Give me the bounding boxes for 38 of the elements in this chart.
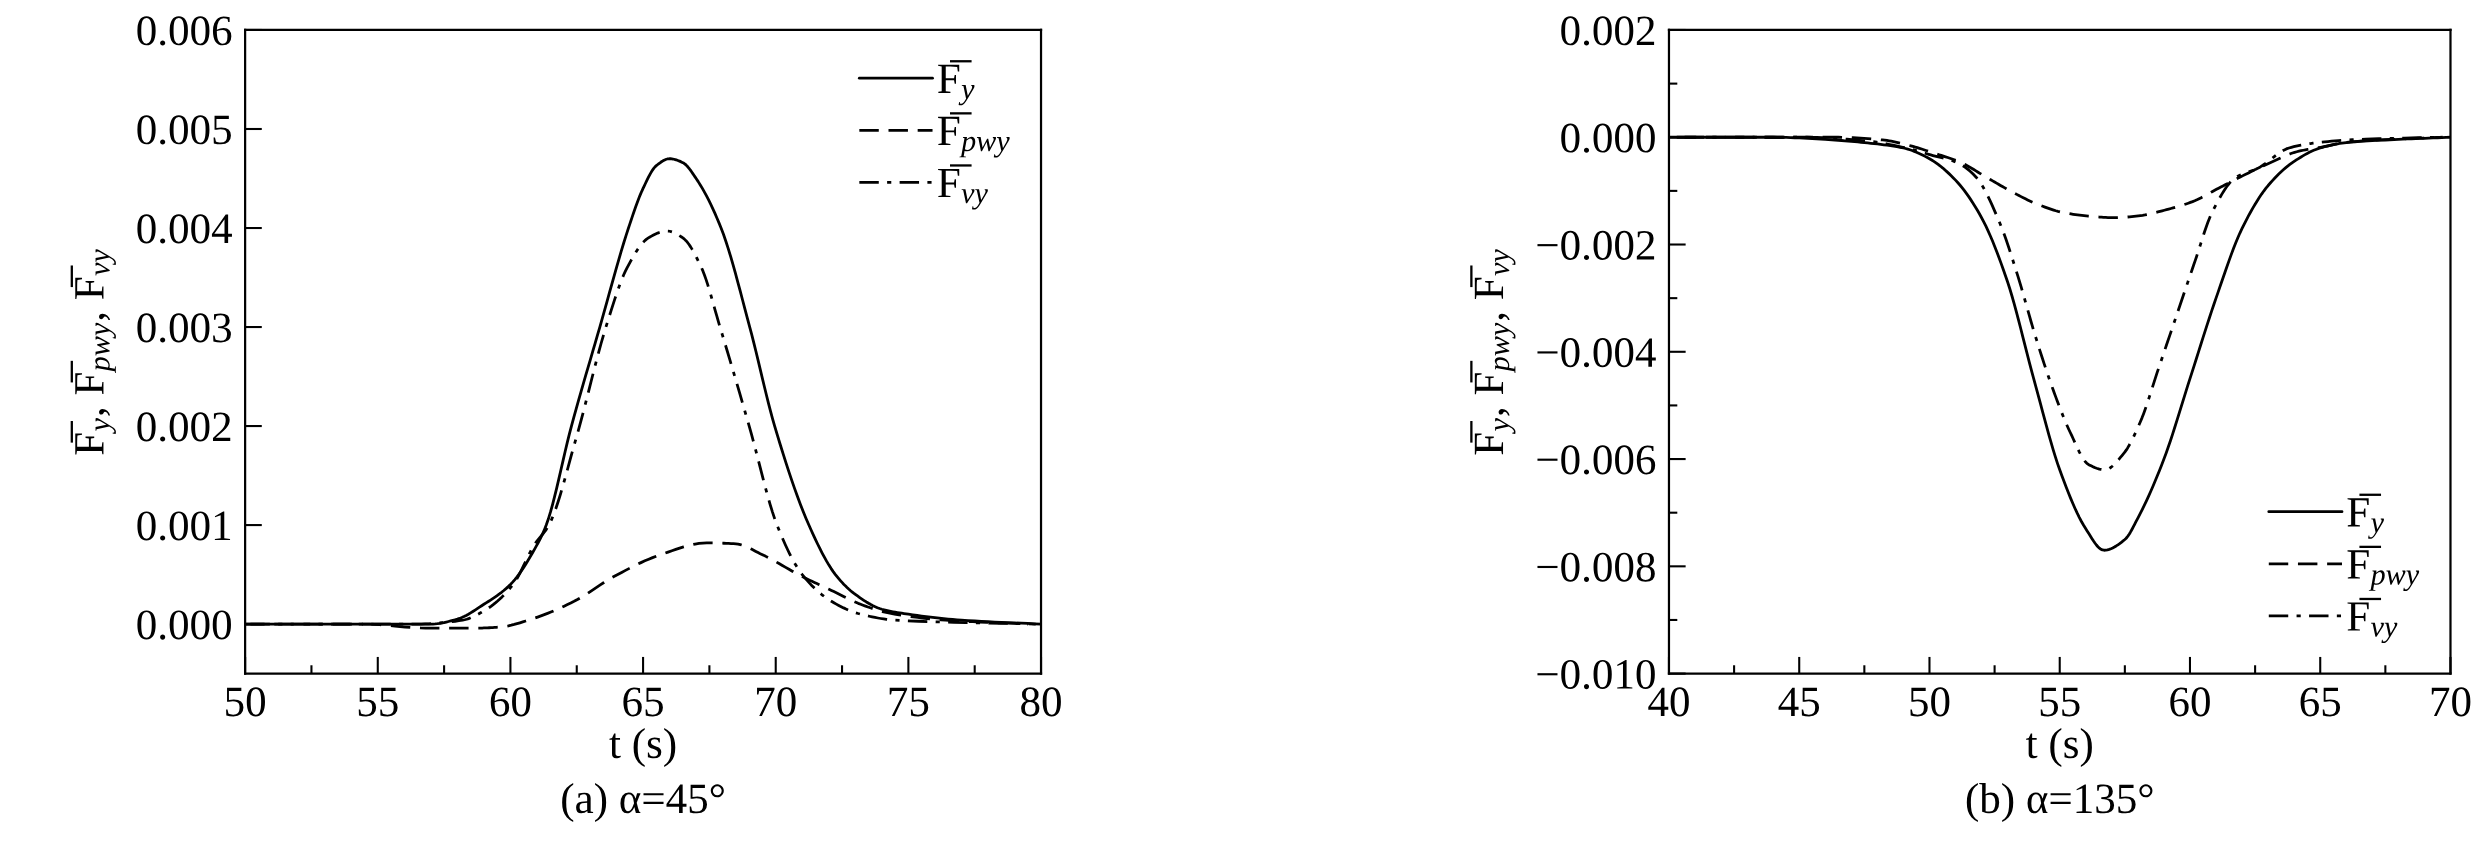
x-tick-label: 65 xyxy=(2300,687,2341,717)
text: (b) α=135° xyxy=(1966,783,2153,823)
y-tick-label: −0.008 xyxy=(1537,552,1655,582)
legend-label: F̅$_{vy}$ xyxy=(2347,597,2398,644)
y-tick-label: 0.006 xyxy=(137,16,232,46)
y-tick-label: 0.003 xyxy=(137,313,231,343)
y-tick-label: 0.001 xyxy=(137,511,231,541)
y-tick-label: −0.002 xyxy=(1537,230,1655,261)
legend-label: F̅$_{pwy}$ xyxy=(938,112,1010,158)
y-tick-label: −0.004 xyxy=(1537,338,1656,368)
legend-label: F̅$_{vy}$ xyxy=(938,164,988,210)
x-tick-label: 50 xyxy=(1910,687,1950,717)
legend-label: F̅$_{y}$ xyxy=(938,60,975,106)
y-tick-label: 0.000 xyxy=(137,610,231,640)
y-tick-label: 0.004 xyxy=(137,214,232,244)
x-tick-label: 60 xyxy=(490,687,531,717)
x-tick-label: 55 xyxy=(2040,687,2080,717)
x-tick-label: 80 xyxy=(1021,687,1061,717)
legend-label: F̅$_{pwy}$ xyxy=(2347,545,2420,591)
x-tick-label: 75 xyxy=(889,687,929,717)
x-tick-label: 70 xyxy=(757,687,796,717)
x-tick-label: 60 xyxy=(2170,687,2210,717)
y-tick-label: 0.002 xyxy=(137,412,231,442)
y-axis-title: F̅$_{y}$, F̅$_{pwy}$, F̅$_{vy}$ xyxy=(70,249,116,455)
x-tick-label: 50 xyxy=(226,687,266,717)
x-axis-title: t (s) xyxy=(609,727,676,767)
legend-label: F̅$_{y}$ xyxy=(2347,493,2384,539)
y-tick-label: 0.000 xyxy=(1561,123,1655,153)
y-axis-title: F̅$_{y}$, F̅$_{pwy}$, F̅$_{vy}$ xyxy=(1470,249,1516,455)
x-tick-label: 45 xyxy=(1778,687,1820,717)
y-tick-label: 0.002 xyxy=(1561,16,1655,46)
x-axis-title: t (s) xyxy=(2026,727,2092,767)
x-tick-label: 65 xyxy=(623,687,663,717)
y-tick-label: −0.006 xyxy=(1537,445,1656,475)
y-tick-label: 0.005 xyxy=(137,115,231,145)
x-tick-label: 70 xyxy=(2431,687,2471,717)
x-tick-label: 55 xyxy=(358,687,398,717)
text: (a) α=45° xyxy=(562,783,724,823)
